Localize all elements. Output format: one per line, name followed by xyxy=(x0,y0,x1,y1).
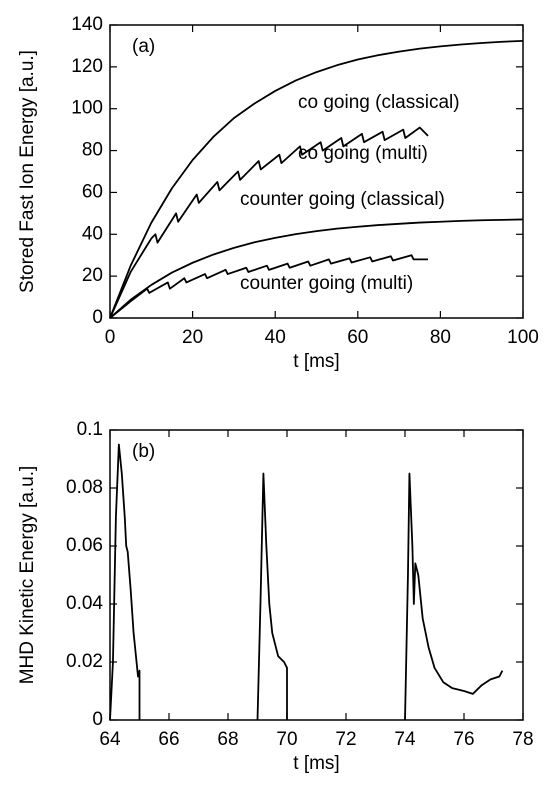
series-label: counter going (classical) xyxy=(240,189,445,210)
y-tick-label: 120 xyxy=(71,56,103,77)
y-tick-label: 0 xyxy=(92,307,103,328)
y-tick-label: 0.06 xyxy=(66,535,103,556)
series-label: counter going (multi) xyxy=(240,273,413,294)
series-label: co going (classical) xyxy=(298,92,460,113)
series-label: co going (multi) xyxy=(298,143,428,164)
x-tick-label: 64 xyxy=(99,729,121,750)
x-tick-label: 60 xyxy=(347,327,368,348)
x-tick-label: 78 xyxy=(512,729,533,750)
x-tick-label: 70 xyxy=(276,729,297,750)
y-tick-label: 20 xyxy=(82,265,103,286)
x-axis-label: t [ms] xyxy=(293,753,339,774)
plot-frame xyxy=(109,429,524,721)
y-tick-label: 80 xyxy=(82,140,103,161)
data-line xyxy=(109,126,429,319)
x-tick-label: 68 xyxy=(217,729,238,750)
x-tick-label: 100 xyxy=(507,327,539,348)
data-line xyxy=(109,443,504,721)
y-tick-label: 0.08 xyxy=(66,477,103,498)
x-tick-label: 66 xyxy=(158,729,179,750)
y-tick-label: 140 xyxy=(71,14,103,35)
x-tick-label: 80 xyxy=(430,327,451,348)
data-line xyxy=(109,218,524,319)
y-axis-label: Stored Fast Ion Energy [a.u.] xyxy=(17,50,38,293)
y-tick-label: 0.02 xyxy=(66,651,103,672)
data-line xyxy=(109,254,429,319)
y-tick-label: 60 xyxy=(82,181,103,202)
y-tick-label: 0.04 xyxy=(66,593,103,614)
x-tick-label: 20 xyxy=(182,327,203,348)
y-tick-label: 40 xyxy=(82,223,103,244)
x-tick-label: 74 xyxy=(394,729,416,750)
x-tick-label: 72 xyxy=(335,729,356,750)
x-axis-label: t [ms] xyxy=(293,351,339,372)
x-tick-label: 0 xyxy=(105,327,116,348)
y-axis-label: MHD Kinetic Energy [a.u.] xyxy=(17,466,38,685)
data-line xyxy=(109,40,524,319)
y-tick-label: 0 xyxy=(92,709,103,730)
x-tick-label: 40 xyxy=(265,327,286,348)
plot-frame xyxy=(109,24,524,319)
x-tick-label: 76 xyxy=(453,729,474,750)
panel-label: (a) xyxy=(132,36,155,57)
y-tick-label: 0.1 xyxy=(77,419,103,440)
y-tick-label: 100 xyxy=(71,98,103,119)
panel-label: (b) xyxy=(132,441,155,462)
